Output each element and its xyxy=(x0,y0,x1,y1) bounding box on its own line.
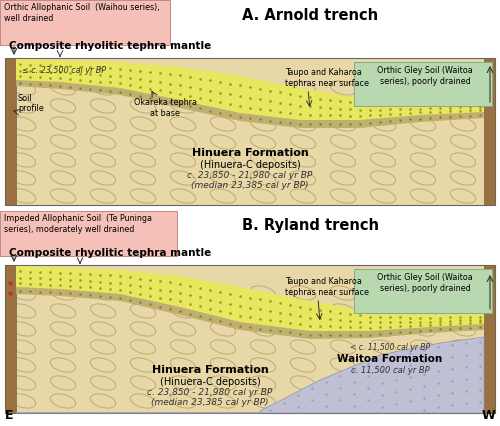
Text: (Hinuera-C deposits): (Hinuera-C deposits) xyxy=(200,160,300,170)
Bar xyxy=(5,58,16,205)
Text: ≤ c. 23,500 cal yr BP: ≤ c. 23,500 cal yr BP xyxy=(22,66,106,75)
Text: tephras near surface: tephras near surface xyxy=(285,288,369,297)
Text: Soil: Soil xyxy=(18,94,32,103)
FancyBboxPatch shape xyxy=(0,0,170,45)
Text: Okareka tephra: Okareka tephra xyxy=(134,98,196,107)
Text: c. 23,850 - 21,980 cal yr BP: c. 23,850 - 21,980 cal yr BP xyxy=(188,171,312,180)
Text: Waitoa Formation: Waitoa Formation xyxy=(338,354,442,364)
Polygon shape xyxy=(16,266,484,331)
Text: c. 11,500 cal yr BP: c. 11,500 cal yr BP xyxy=(350,366,430,375)
Text: E: E xyxy=(5,409,14,422)
Bar xyxy=(5,265,495,413)
Text: Hinuera Formation: Hinuera Formation xyxy=(192,148,308,158)
Text: Hinuera Formation: Hinuera Formation xyxy=(152,365,268,375)
Bar xyxy=(5,265,16,413)
Text: < c. 11,500 cal yr BP: < c. 11,500 cal yr BP xyxy=(350,343,430,352)
Text: (median 23,385 cal yr BP): (median 23,385 cal yr BP) xyxy=(151,398,269,407)
Text: Orthic Allophanic Soil  (Waihou series),: Orthic Allophanic Soil (Waihou series), xyxy=(4,3,160,12)
Bar xyxy=(5,58,495,205)
Text: profile: profile xyxy=(18,104,44,113)
Text: Composite rhyolitic tephra mantle: Composite rhyolitic tephra mantle xyxy=(9,41,211,51)
FancyBboxPatch shape xyxy=(354,62,492,106)
Polygon shape xyxy=(16,287,484,339)
Text: Impeded Allophanic Soil  (Te Puninga: Impeded Allophanic Soil (Te Puninga xyxy=(4,214,152,223)
Text: at base: at base xyxy=(150,109,180,118)
FancyBboxPatch shape xyxy=(354,269,492,313)
Text: (median 23,385 cal yr BP): (median 23,385 cal yr BP) xyxy=(191,181,309,190)
Text: A. Arnold trench: A. Arnold trench xyxy=(242,8,378,23)
Text: series), poorly drained: series), poorly drained xyxy=(380,77,470,86)
Text: tephras near surface: tephras near surface xyxy=(285,79,369,88)
Text: c. 23,850 - 21,980 cal yr BP: c. 23,850 - 21,980 cal yr BP xyxy=(148,388,272,397)
Text: Orthic Gley Soil (Waitoa: Orthic Gley Soil (Waitoa xyxy=(377,66,473,75)
Text: well drained: well drained xyxy=(4,14,54,23)
Text: Taupo and Kaharoa: Taupo and Kaharoa xyxy=(285,68,362,77)
Text: B. Ryland trench: B. Ryland trench xyxy=(242,218,378,233)
FancyBboxPatch shape xyxy=(0,211,177,256)
Text: series), moderately well drained: series), moderately well drained xyxy=(4,225,134,234)
Text: W: W xyxy=(481,409,495,422)
Text: (Hinuera-C deposits): (Hinuera-C deposits) xyxy=(160,377,260,387)
Polygon shape xyxy=(16,59,484,120)
Text: *: * xyxy=(8,291,12,301)
Text: Composite rhyolitic tephra mantle: Composite rhyolitic tephra mantle xyxy=(9,248,211,258)
Text: series), poorly drained: series), poorly drained xyxy=(380,284,470,293)
Polygon shape xyxy=(16,337,484,413)
Text: *: * xyxy=(8,281,12,291)
Text: Orthic Gley Soil (Waitoa: Orthic Gley Soil (Waitoa xyxy=(377,273,473,282)
Bar xyxy=(484,265,495,413)
Bar xyxy=(484,58,495,205)
Text: Taupo and Kaharoa: Taupo and Kaharoa xyxy=(285,277,362,286)
Polygon shape xyxy=(16,80,484,128)
